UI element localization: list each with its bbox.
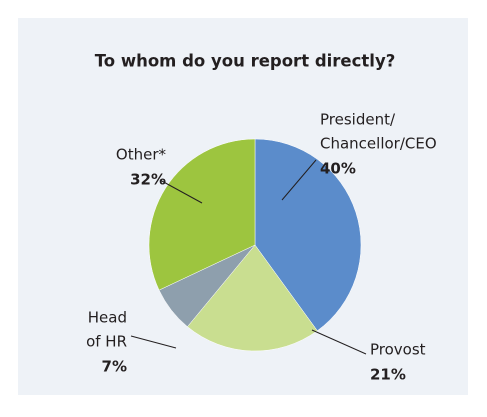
pie-slice bbox=[148, 138, 256, 291]
pie-slice bbox=[254, 138, 362, 332]
leader-line bbox=[159, 179, 203, 204]
slice-label: Chancellor/CEO bbox=[320, 135, 437, 153]
pie-slice bbox=[187, 244, 318, 352]
value-label: 7% bbox=[102, 358, 127, 376]
chart-title: To whom do you report directly? bbox=[95, 52, 396, 71]
value-label: 40% bbox=[320, 160, 356, 178]
slice-label: of HR bbox=[86, 333, 127, 351]
slice-label: Head bbox=[88, 309, 127, 327]
leader-line bbox=[281, 159, 317, 201]
value-label: 32% bbox=[130, 171, 166, 189]
slice-label: Provost bbox=[370, 341, 426, 359]
slice-label: President/ bbox=[320, 111, 396, 129]
leader-line bbox=[311, 329, 367, 355]
value-label: 21% bbox=[370, 366, 406, 384]
leader-line bbox=[130, 335, 177, 349]
slice-label: Other* bbox=[116, 146, 167, 164]
